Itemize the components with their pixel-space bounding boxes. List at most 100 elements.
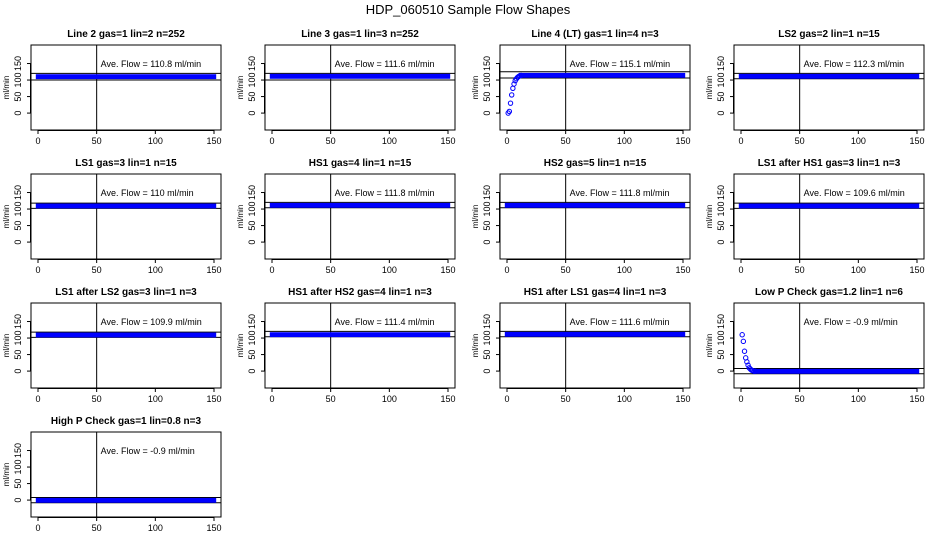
y-axis-label: ml/min [471,205,480,229]
x-tick-label: 50 [795,136,805,146]
x-tick-label: 0 [269,136,274,146]
y-tick-label: 100 [716,73,726,88]
y-tick-label: 0 [247,240,257,245]
panel-3: Line 4 (LT) gas=1 lin=4 n=3 0 50 100 150 0 50 1… [471,29,691,146]
x-tick-label: 50 [795,394,805,404]
x-tick-label: 100 [382,265,397,275]
y-tick-label: 150 [247,314,257,329]
panel-title: HS1 after LS1 gas=4 lin=1 n=3 [524,287,667,298]
x-tick-label: 150 [675,394,690,404]
data-point [740,338,747,345]
x-tick-label: 50 [326,265,336,275]
y-tick-label: 50 [247,92,257,102]
y-tick-label: 50 [13,479,23,489]
x-tick-label: 100 [617,265,632,275]
y-tick-label: 0 [247,369,257,374]
y-tick-label: 150 [482,185,492,200]
x-tick-label: 0 [269,394,274,404]
y-tick-label: 150 [247,185,257,200]
y-tick-label: 0 [13,111,23,116]
avg-flow-annotation: Ave. Flow = 111.8 ml/min [335,188,435,198]
y-tick-label: 100 [482,331,492,346]
x-tick-label: 150 [675,136,690,146]
y-tick-label: 100 [13,331,23,346]
x-tick-label: 0 [35,394,40,404]
panel-title: Line 3 gas=1 lin=3 n=252 [301,29,419,40]
y-tick-label: 0 [716,369,726,374]
x-tick-label: 150 [206,265,221,275]
x-tick-label: 100 [851,136,866,146]
data-point [510,85,516,92]
y-tick-label: 50 [482,221,492,231]
x-tick-label: 100 [148,394,163,404]
plot-frame [499,44,691,131]
data-band [518,72,686,78]
avg-flow-annotation: Ave. Flow = 110.8 ml/min [101,59,201,69]
x-tick-label: 50 [561,265,571,275]
y-axis-label: ml/min [236,205,245,229]
data-point [511,81,517,87]
avg-flow-annotation: Ave. Flow = 111.4 ml/min [335,317,435,327]
y-tick-label: 100 [13,73,23,88]
panel-8: LS1 after HS1 gas=3 lin=1 n=3 0 50 100 150 0 5… [705,158,925,275]
y-tick-label: 150 [13,314,23,329]
y-tick-label: 150 [247,56,257,71]
data-band [752,368,920,374]
y-tick-label: 100 [13,202,23,217]
plot-frame [733,173,925,260]
avg-flow-annotation: Ave. Flow = 112.3 ml/min [804,59,904,69]
y-tick-label: 150 [482,56,492,71]
x-tick-label: 50 [561,394,571,404]
y-tick-label: 0 [716,240,726,245]
panel-10: HS1 after HS2 gas=4 lin=1 n=3 0 50 100 150 0 5… [236,287,456,404]
x-tick-label: 50 [92,136,102,146]
y-tick-label: 50 [13,92,23,102]
y-tick-label: 150 [13,443,23,458]
x-tick-label: 0 [504,265,509,275]
x-tick-label: 0 [35,136,40,146]
y-tick-label: 50 [13,221,23,231]
panel-title: LS1 after LS2 gas=3 lin=1 n=3 [55,287,197,298]
x-tick-label: 50 [92,394,102,404]
y-tick-label: 100 [716,331,726,346]
y-tick-label: 100 [247,331,257,346]
y-tick-label: 50 [716,221,726,231]
panel-title: Line 4 (LT) gas=1 lin=4 n=3 [531,29,659,40]
y-tick-label: 150 [716,185,726,200]
data-point [508,92,515,98]
x-tick-label: 100 [617,394,632,404]
x-tick-label: 150 [909,394,924,404]
y-axis-label: ml/min [236,334,245,358]
y-axis-label: ml/min [705,205,714,229]
y-tick-label: 50 [716,92,726,102]
y-tick-label: 100 [482,202,492,217]
avg-flow-annotation: Ave. Flow = 115.1 ml/min [570,59,670,69]
x-tick-label: 50 [326,136,336,146]
plot-frame [499,173,691,260]
data-band [738,203,920,209]
y-tick-label: 50 [716,350,726,360]
panel-title: High P Check gas=1 lin=0.8 n=3 [51,416,202,427]
x-tick-label: 100 [851,265,866,275]
x-tick-label: 150 [909,265,924,275]
figure-title: HDP_060510 Sample Flow Shapes [365,2,571,17]
x-tick-label: 0 [35,265,40,275]
x-tick-label: 0 [738,265,743,275]
x-tick-label: 0 [738,394,743,404]
panel-title: LS2 gas=2 lin=1 n=15 [778,29,880,40]
y-tick-label: 0 [13,369,23,374]
data-band [35,332,217,338]
y-tick-label: 50 [482,350,492,360]
y-tick-label: 0 [716,111,726,116]
y-tick-label: 0 [482,240,492,245]
y-tick-label: 50 [247,221,257,231]
x-tick-label: 150 [909,136,924,146]
y-tick-label: 100 [716,202,726,217]
avg-flow-annotation: Ave. Flow = 111.6 ml/min [335,59,435,69]
y-axis-label: ml/min [471,76,480,100]
y-axis-label: ml/min [471,334,480,358]
avg-flow-annotation: Ave. Flow = 111.6 ml/min [570,317,670,327]
data-band [35,74,217,80]
panel-title: Low P Check gas=1.2 lin=1 n=6 [755,287,903,298]
